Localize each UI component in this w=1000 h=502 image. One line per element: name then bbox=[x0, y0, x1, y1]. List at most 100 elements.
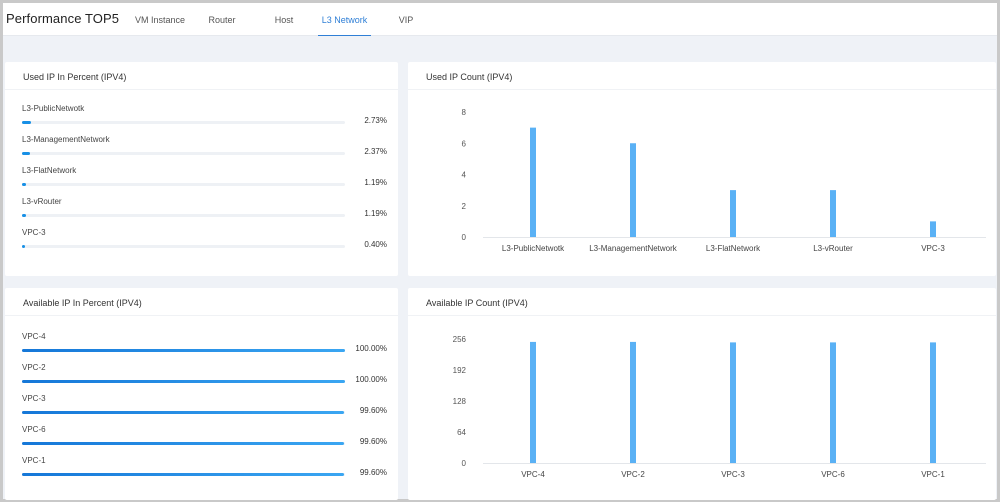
progress-track bbox=[22, 245, 345, 248]
card-title: Used IP In Percent (IPV4) bbox=[23, 72, 127, 82]
bar-vpc-6[interactable] bbox=[830, 342, 836, 463]
tab-router[interactable]: Router bbox=[208, 15, 236, 25]
percent-row-value: 100.00% bbox=[355, 344, 387, 353]
progress-fill bbox=[22, 183, 26, 186]
card-divider bbox=[408, 89, 996, 90]
percent-row: L3-PublicNetwotk 2.73% bbox=[22, 104, 387, 134]
bar-l3-vrouter[interactable] bbox=[830, 190, 836, 237]
progress-fill bbox=[22, 349, 345, 352]
progress-track bbox=[22, 152, 345, 155]
progress-track bbox=[22, 183, 345, 186]
y-tick-label: 6 bbox=[462, 139, 467, 148]
percent-row-value: 99.60% bbox=[359, 468, 387, 477]
bar-l3-publicnetwotk[interactable] bbox=[530, 127, 536, 237]
percent-row: VPC-3 99.60% bbox=[22, 394, 387, 424]
progress-fill bbox=[22, 214, 26, 217]
bar-vpc-1[interactable] bbox=[930, 342, 936, 463]
card-title: Available IP In Percent (IPV4) bbox=[23, 298, 142, 308]
percent-row-value: 0.40% bbox=[364, 240, 387, 249]
available-ip-percent-card: Available IP In Percent (IPV4) VPC-4 100.… bbox=[5, 288, 398, 500]
percent-row: VPC-3 0.40% bbox=[22, 228, 387, 258]
x-tick-label: L3-ManagementNetwork bbox=[589, 244, 678, 253]
bar-l3-managementnetwork[interactable] bbox=[630, 143, 636, 237]
tab-host[interactable]: Host bbox=[274, 15, 294, 25]
progress-track bbox=[22, 380, 345, 383]
progress-fill bbox=[22, 152, 30, 155]
x-tick-label: VPC-2 bbox=[621, 470, 645, 479]
x-tick-label: VPC-1 bbox=[921, 470, 945, 479]
progress-track bbox=[22, 411, 345, 414]
percent-row-label: L3-FlatNetwork bbox=[22, 166, 77, 175]
used-ip-percent-card: Used IP In Percent (IPV4) L3-PublicNetwo… bbox=[5, 62, 398, 276]
progress-track bbox=[22, 473, 345, 476]
header-bar: Performance TOP5 VM Instance Router Host… bbox=[3, 3, 997, 36]
percent-row-label: VPC-6 bbox=[22, 425, 46, 434]
bar-l3-flatnetwork[interactable] bbox=[730, 190, 736, 237]
percent-row-value: 99.60% bbox=[359, 406, 387, 415]
percent-row-value: 100.00% bbox=[355, 375, 387, 384]
percent-row-label: L3-PublicNetwotk bbox=[22, 104, 85, 113]
percent-row: L3-ManagementNetwork 2.37% bbox=[22, 135, 387, 165]
page-title: Performance TOP5 bbox=[6, 11, 120, 26]
y-tick-label: 192 bbox=[453, 366, 467, 375]
percent-row-value: 2.37% bbox=[364, 147, 387, 156]
card-title: Used IP Count (IPV4) bbox=[426, 72, 513, 82]
percent-row: VPC-4 100.00% bbox=[22, 332, 387, 362]
x-tick-label: L3-PublicNetwotk bbox=[502, 244, 565, 253]
card-divider bbox=[5, 89, 398, 90]
y-tick-label: 256 bbox=[453, 335, 467, 344]
card-title: Available IP Count (IPV4) bbox=[426, 298, 528, 308]
progress-fill bbox=[22, 473, 344, 476]
progress-fill bbox=[22, 121, 31, 124]
percent-row-value: 1.19% bbox=[364, 178, 387, 187]
available-ip-count-card: Available IP Count (IPV4) 0 64 128 192 256 VP… bbox=[408, 288, 996, 500]
progress-fill bbox=[22, 380, 345, 383]
bar-vpc-3[interactable] bbox=[930, 221, 936, 237]
percent-row-label: VPC-3 bbox=[22, 394, 46, 403]
x-tick-label: VPC-6 bbox=[821, 470, 845, 479]
percent-row: VPC-2 100.00% bbox=[22, 363, 387, 393]
percent-row-label: L3-ManagementNetwork bbox=[22, 135, 110, 144]
x-tick-label: VPC-3 bbox=[921, 244, 945, 253]
percent-row-label: VPC-1 bbox=[22, 456, 46, 465]
percent-row-label: VPC-3 bbox=[22, 228, 46, 237]
percent-row-value: 1.19% bbox=[364, 209, 387, 218]
percent-row-label: L3-vRouter bbox=[22, 197, 62, 206]
card-divider bbox=[5, 315, 398, 316]
progress-track bbox=[22, 121, 345, 124]
y-tick-label: 64 bbox=[457, 428, 466, 437]
percent-row: VPC-1 99.60% bbox=[22, 456, 387, 486]
percent-row-value: 2.73% bbox=[364, 116, 387, 125]
bar-vpc-4[interactable] bbox=[530, 341, 536, 463]
used-ip-count-chart: 0 2 4 6 8 L3-PublicNetwotk L3-ManagementNetwor… bbox=[462, 108, 986, 253]
progress-track bbox=[22, 214, 345, 217]
percent-row-value: 99.60% bbox=[359, 437, 387, 446]
y-tick-label: 8 bbox=[462, 108, 467, 117]
x-tick-label: VPC-3 bbox=[721, 470, 745, 479]
y-tick-label: 128 bbox=[453, 397, 467, 406]
available-ip-count-chart: 0 64 128 192 256 VPC-4 VPC-2 VPC-3 VPC-6 VPC-1 bbox=[453, 335, 986, 479]
tab-vm-instance[interactable]: VM Instance bbox=[134, 15, 186, 25]
y-tick-label: 4 bbox=[462, 171, 467, 180]
x-tick-label: VPC-4 bbox=[521, 470, 545, 479]
y-tick-label: 0 bbox=[462, 459, 467, 468]
tab-vip[interactable]: VIP bbox=[398, 15, 414, 25]
percent-row: VPC-6 99.60% bbox=[22, 425, 387, 455]
card-divider bbox=[408, 315, 996, 316]
percent-row-label: VPC-4 bbox=[22, 332, 46, 341]
y-tick-label: 2 bbox=[462, 202, 467, 211]
bar-vpc-3[interactable] bbox=[730, 342, 736, 463]
progress-track bbox=[22, 442, 345, 445]
tab-l3-network[interactable]: L3 Network bbox=[318, 3, 371, 36]
progress-fill bbox=[22, 442, 344, 445]
x-tick-label: L3-FlatNetwork bbox=[706, 244, 761, 253]
bar-vpc-2[interactable] bbox=[630, 341, 636, 463]
percent-row-label: VPC-2 bbox=[22, 363, 46, 372]
progress-fill bbox=[22, 411, 344, 414]
y-tick-label: 0 bbox=[462, 233, 467, 242]
x-tick-label: L3-vRouter bbox=[813, 244, 853, 253]
percent-row: L3-vRouter 1.19% bbox=[22, 197, 387, 227]
used-ip-count-card: Used IP Count (IPV4) 0 2 4 6 8 L3-PublicNetwo… bbox=[408, 62, 996, 276]
progress-track bbox=[22, 349, 345, 352]
